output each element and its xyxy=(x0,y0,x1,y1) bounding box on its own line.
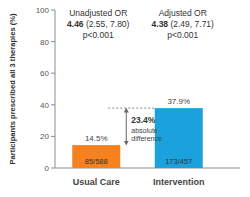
y-tick-label: 100 xyxy=(36,6,50,15)
or-p: p<0.001 xyxy=(167,30,198,40)
y-tick xyxy=(51,104,55,105)
count-label: 173/457 xyxy=(165,157,192,166)
difference-text: absolutedifference xyxy=(131,127,162,142)
y-tick xyxy=(51,136,55,137)
y-tick-label: 0 xyxy=(45,164,50,173)
y-tick xyxy=(51,10,55,11)
data-label: 37.9% xyxy=(167,97,190,106)
category-label: Usual Care xyxy=(73,177,120,187)
or-line: 4.38 (2.49, 7.71) xyxy=(152,19,215,29)
or-title: Adjusted OR xyxy=(159,8,207,18)
category-label: Intervention xyxy=(153,177,205,187)
or-title: Unadjusted OR xyxy=(69,8,127,18)
y-axis-label: Participants prescribed all 3 therapies … xyxy=(8,13,17,165)
count-label: 85/588 xyxy=(85,157,108,166)
or-line: 4.46 (2.55, 7.80) xyxy=(67,19,130,29)
difference-arrow xyxy=(126,110,127,143)
chart-svg: Participants prescribed all 3 therapies … xyxy=(0,0,250,197)
y-tick xyxy=(51,73,55,74)
or-estimate: 4.46 xyxy=(67,19,84,29)
y-tick-label: 20 xyxy=(40,132,49,141)
bar xyxy=(155,108,203,168)
or-ci: (2.55, 7.80) xyxy=(84,19,130,29)
y-axis-line xyxy=(55,10,56,168)
y-tick-label: 80 xyxy=(40,38,49,47)
or-p: p<0.001 xyxy=(83,30,114,40)
or-estimate: 4.38 xyxy=(152,19,169,29)
y-tick xyxy=(51,41,55,42)
y-tick xyxy=(51,168,55,169)
y-tick-label: 40 xyxy=(40,101,49,110)
difference-guide xyxy=(108,108,155,109)
bar xyxy=(72,145,120,168)
y-tick-label: 60 xyxy=(40,69,49,78)
difference-label: 23.4% xyxy=(131,115,156,125)
chart-container: Participants prescribed all 3 therapies … xyxy=(0,0,250,197)
bars xyxy=(72,108,203,168)
or-ci: (2.49, 7.71) xyxy=(168,19,214,29)
data-label: 14.5% xyxy=(85,134,108,143)
